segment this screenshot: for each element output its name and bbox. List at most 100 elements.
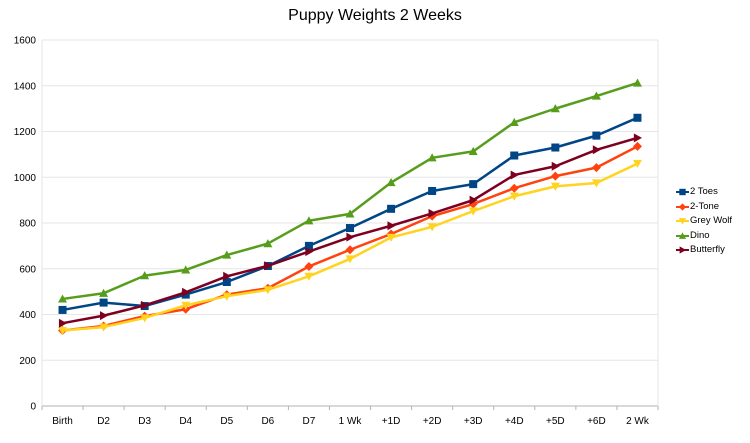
x-tick-label: +2D	[423, 416, 442, 427]
x-tick-label: D4	[179, 416, 192, 427]
legend-item: Butterfly	[676, 244, 748, 259]
data-point	[633, 133, 642, 143]
data-point	[346, 224, 354, 233]
legend-item: 2-Tone	[676, 201, 748, 216]
legend-swatch	[676, 231, 689, 239]
data-point	[591, 163, 601, 173]
data-point	[679, 188, 686, 196]
data-point	[591, 179, 601, 188]
data-point	[678, 218, 687, 225]
data-point	[509, 192, 519, 201]
legend-label: Dino	[690, 229, 710, 241]
y-tick-label: 1400	[14, 81, 37, 92]
data-point	[509, 117, 519, 126]
data-point	[58, 294, 68, 303]
data-point	[633, 113, 642, 122]
legend-swatch	[676, 188, 689, 196]
data-point	[345, 255, 355, 264]
gridlines	[41, 39, 659, 407]
data-point	[99, 298, 108, 307]
legend-item: 2 Toes	[676, 186, 748, 201]
data-point	[99, 323, 109, 332]
data-point	[509, 183, 519, 193]
y-tick-label: 600	[19, 264, 36, 275]
data-point	[551, 143, 560, 152]
data-point	[427, 153, 437, 162]
data-point	[387, 221, 396, 231]
series-grey-wolf	[58, 159, 642, 336]
data-point	[428, 186, 437, 195]
x-tick-label: 2 Wk	[626, 416, 650, 427]
data-point	[387, 204, 396, 213]
data-point	[679, 246, 687, 254]
data-point	[304, 216, 314, 225]
data-point	[304, 272, 314, 281]
data-point	[592, 131, 601, 140]
x-tick-label: +3D	[464, 416, 483, 427]
data-point	[264, 261, 273, 271]
data-point	[345, 245, 355, 255]
data-point	[222, 278, 231, 287]
legend-swatch	[676, 218, 689, 225]
data-point	[551, 161, 560, 171]
data-point	[222, 292, 232, 301]
data-point	[592, 145, 601, 155]
y-tick-label: 0	[30, 402, 36, 413]
data-point	[140, 271, 150, 280]
data-point	[591, 91, 601, 100]
legend-item: Grey Wolf	[676, 215, 748, 230]
y-tick-label: 1200	[14, 127, 37, 138]
legend-label: 2-Tone	[690, 200, 720, 212]
data-point	[181, 301, 191, 310]
data-point	[386, 233, 396, 242]
data-point	[632, 159, 642, 169]
data-point	[304, 241, 313, 250]
y-tick-label: 800	[19, 219, 36, 230]
data-point	[58, 318, 68, 328]
legend-swatch	[676, 202, 689, 211]
x-tick-label: +4D	[505, 416, 524, 427]
series-layer	[58, 78, 642, 336]
data-point	[678, 231, 687, 239]
series-line	[62, 81, 638, 301]
data-point	[632, 141, 642, 151]
y-tick-label: 200	[19, 356, 36, 367]
x-tick-label: D2	[97, 416, 110, 427]
data-point	[550, 104, 560, 113]
data-point	[140, 314, 150, 323]
data-point	[469, 180, 478, 189]
data-point	[141, 300, 150, 310]
legend-label: Butterfly	[690, 244, 725, 255]
data-point	[304, 261, 314, 271]
data-point	[427, 223, 437, 232]
y-tick-label: 400	[19, 310, 36, 321]
x-tick-label: D3	[138, 416, 151, 427]
x-tick-label: +5D	[546, 416, 565, 427]
x-tick-label: +1D	[382, 416, 401, 427]
data-point	[632, 78, 642, 87]
data-point	[99, 288, 109, 297]
data-point	[346, 232, 355, 242]
x-tick-label: D7	[303, 416, 316, 427]
data-point	[263, 239, 273, 248]
data-point	[510, 170, 519, 180]
x-axis-ticks: Birth D2 D3 D4 D5 D6 D7 1 Wk +1D +2D +3D +4D +5D +6D 2…	[41, 406, 659, 427]
series-dino	[58, 78, 642, 303]
data-point	[468, 146, 478, 156]
data-point	[58, 326, 68, 336]
data-point	[550, 171, 560, 181]
data-point	[550, 182, 560, 191]
data-point	[58, 305, 67, 314]
legend-label: 2 Toes	[690, 186, 718, 197]
data-point	[469, 195, 478, 205]
data-point	[182, 287, 191, 297]
y-tick-label: 1000	[14, 173, 37, 184]
legend-item: Dino	[676, 230, 748, 245]
data-point	[510, 151, 519, 160]
data-point	[100, 311, 109, 321]
x-tick-label: 1 Wk	[339, 416, 363, 427]
data-point	[263, 286, 273, 295]
data-point	[428, 208, 437, 218]
data-point	[223, 271, 232, 281]
